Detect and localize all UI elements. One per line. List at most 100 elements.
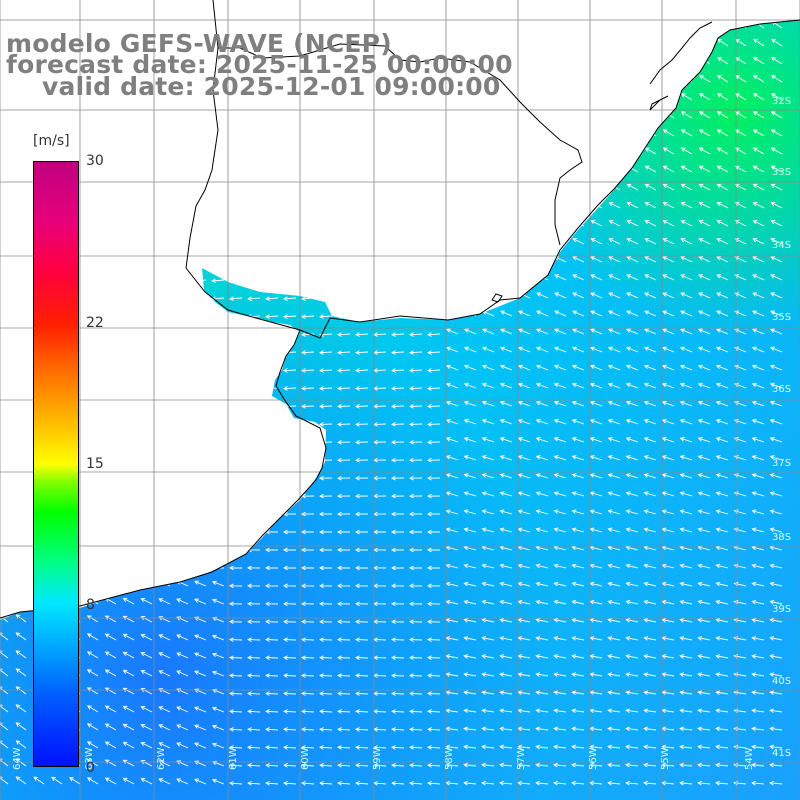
wind-arrow [139,439,153,445]
wind-arrow [463,780,477,786]
wind-arrow [537,57,549,65]
wind-arrow [409,493,423,499]
wind-arrow [500,111,513,119]
wind-arrow [499,527,513,533]
wind-arrow [158,652,171,659]
wind-arrow [283,583,297,589]
wind-arrow [409,368,423,373]
wind-arrow [139,386,153,391]
wind-arrow [193,332,207,337]
wind-arrow [553,346,567,353]
wind-arrow [175,242,189,248]
wind-arrow [175,116,189,122]
wind-arrow [13,368,27,373]
wind-arrow [319,655,333,660]
wind-arrow [211,386,225,391]
wind-arrow [427,332,441,337]
wind-arrow [391,170,405,176]
wind-arrow [626,183,639,191]
wind-arrow [31,116,45,122]
wind-arrow [463,581,477,587]
wind-arrow [590,238,603,245]
wind-arrow [301,601,315,607]
wind-arrow [319,601,333,607]
wind-arrow [0,457,9,463]
wind-arrow [427,350,441,355]
wind-arrow [122,597,135,605]
wind-arrow [680,111,693,119]
wind-arrow [681,57,693,65]
wind-arrow [391,511,405,517]
wind-arrow [535,654,549,659]
wind-arrow [157,260,171,266]
wind-arrow [643,473,657,479]
wind-arrow [643,527,657,533]
wind-arrow [265,601,279,607]
wind-arrow [445,382,459,389]
lat-label: 32S [772,96,791,107]
wind-arrow [0,260,9,266]
wind-arrow [103,511,117,517]
wind-arrow [265,188,279,194]
wind-arrow [500,220,513,227]
wind-arrow [463,400,477,407]
wind-arrow [13,439,27,445]
wind-arrow [770,129,783,137]
wind-arrow [464,292,477,299]
wind-arrow [283,116,297,122]
wind-arrow [626,220,639,227]
wind-arrow [0,80,9,86]
wind-arrow [139,242,153,248]
wind-arrow [499,509,513,515]
wind-arrow [698,328,711,335]
wind-arrow [734,147,747,155]
wind-arrow [410,10,422,14]
wind-arrow [700,3,710,10]
wind-arrow [698,165,711,173]
wind-arrow [427,296,441,301]
wind-arrow [589,473,603,479]
wind-arrow [680,220,693,227]
wind-arrow [519,20,531,29]
wind-arrow [769,617,783,623]
wind-arrow [103,206,117,212]
wind-arrow [193,439,207,445]
wind-arrow [571,672,585,677]
wind-arrow [157,439,171,445]
wind-arrow [139,332,153,337]
wind-arrow [625,509,639,515]
wind-arrow [283,422,297,427]
lon-label: 62W [156,747,167,770]
wind-arrow [679,636,693,641]
wind-arrow [553,780,567,786]
wind-arrow [355,439,369,445]
wind-arrow [591,75,603,83]
wind-arrow [427,745,441,750]
wind-arrow [0,511,9,517]
wind-arrow [626,310,639,317]
wind-arrow [572,201,585,209]
wind-arrow [643,418,657,425]
wind-arrow [283,260,297,266]
wind-arrow [283,655,297,660]
wind-arrow [85,439,99,445]
wind-arrow [104,741,117,749]
wind-arrow [644,220,657,227]
wind-arrow [553,400,567,407]
wind-arrow [283,278,297,284]
wind-arrow [769,726,783,732]
wind-arrow [121,116,135,122]
wind-arrow [265,296,279,301]
wind-arrow [265,368,279,373]
wind-arrow [247,152,261,158]
wind-arrow [427,260,441,266]
wind-arrow [302,10,314,14]
wind-arrow [247,368,261,373]
wind-arrow [229,296,243,301]
wind-arrow [283,529,297,535]
wind-arrow [427,547,441,553]
wind-arrow [85,565,99,571]
wind-arrow [715,400,729,407]
wind-arrow [607,563,621,569]
wind-arrow [608,328,621,335]
